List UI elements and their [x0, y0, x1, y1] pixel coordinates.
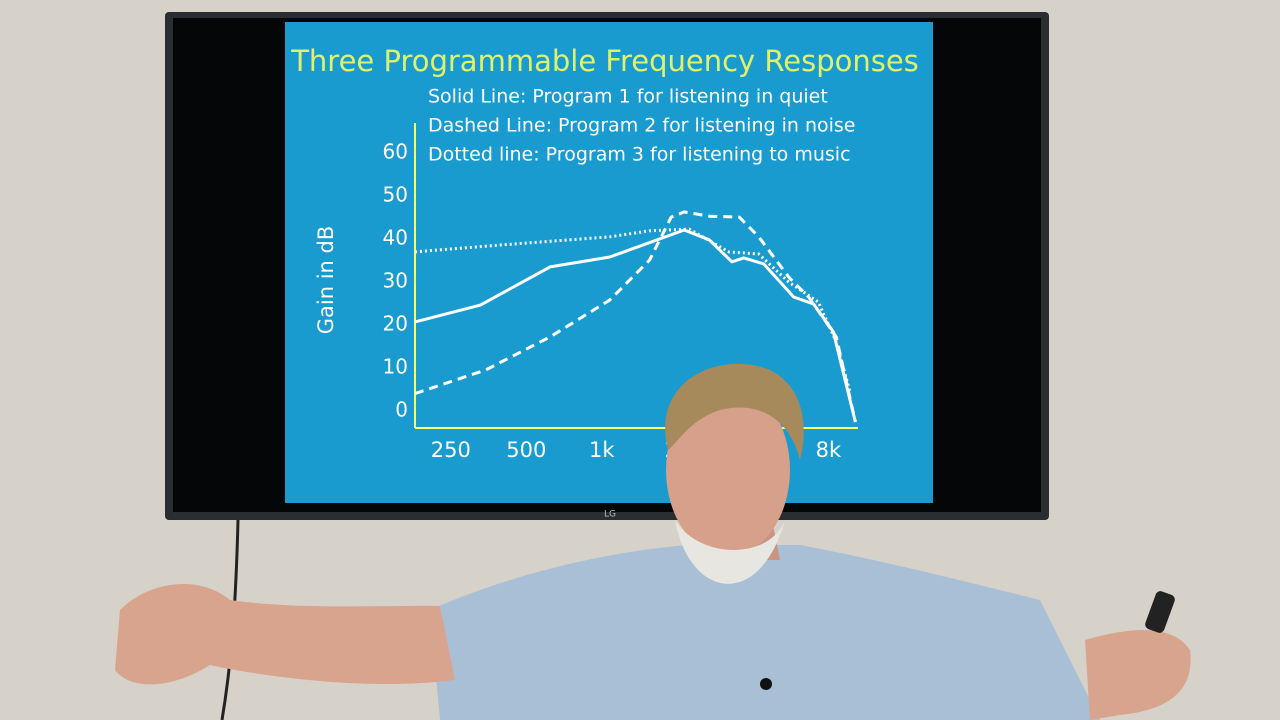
legend-entry: Dashed Line: Program 2 for listening in …	[428, 115, 856, 137]
shirt	[430, 545, 1100, 720]
y-tick-label: 60	[383, 140, 408, 164]
x-tick-label: 500	[506, 438, 546, 462]
y-axis-label: Gain in dB	[314, 226, 338, 335]
y-tick-label: 30	[383, 268, 408, 292]
series-line	[414, 210, 857, 423]
y-tick-label: 10	[383, 354, 408, 378]
tv-brand: LG	[604, 510, 616, 520]
y-tick-label: 0	[395, 397, 408, 421]
legend-entry: Dotted line: Program 3 for listening to …	[428, 144, 851, 166]
right-hand	[1085, 630, 1191, 720]
y-tick-label: 40	[383, 225, 408, 249]
hair	[665, 363, 804, 460]
chart-title: Three Programmable Frequency Responses	[290, 44, 919, 78]
beard	[675, 520, 785, 584]
y-tick-label: 20	[383, 311, 408, 335]
x-tick-label: 250	[431, 438, 471, 462]
left-arm	[115, 583, 455, 685]
y-tick-label: 50	[383, 183, 408, 207]
x-tick-label: 8k	[816, 438, 842, 462]
clicker	[1145, 591, 1175, 633]
series-line	[414, 228, 857, 423]
legend-entry: Solid Line: Program 1 for listening in q…	[428, 86, 828, 108]
x-tick-label: 1k	[589, 438, 615, 462]
slide	[285, 22, 933, 503]
series-line	[414, 227, 852, 393]
microphone	[760, 678, 772, 690]
head	[666, 384, 790, 556]
presenter	[115, 363, 1191, 720]
chart: 01020304050602505001k2k8kSolid Line: Pro…	[383, 86, 858, 462]
